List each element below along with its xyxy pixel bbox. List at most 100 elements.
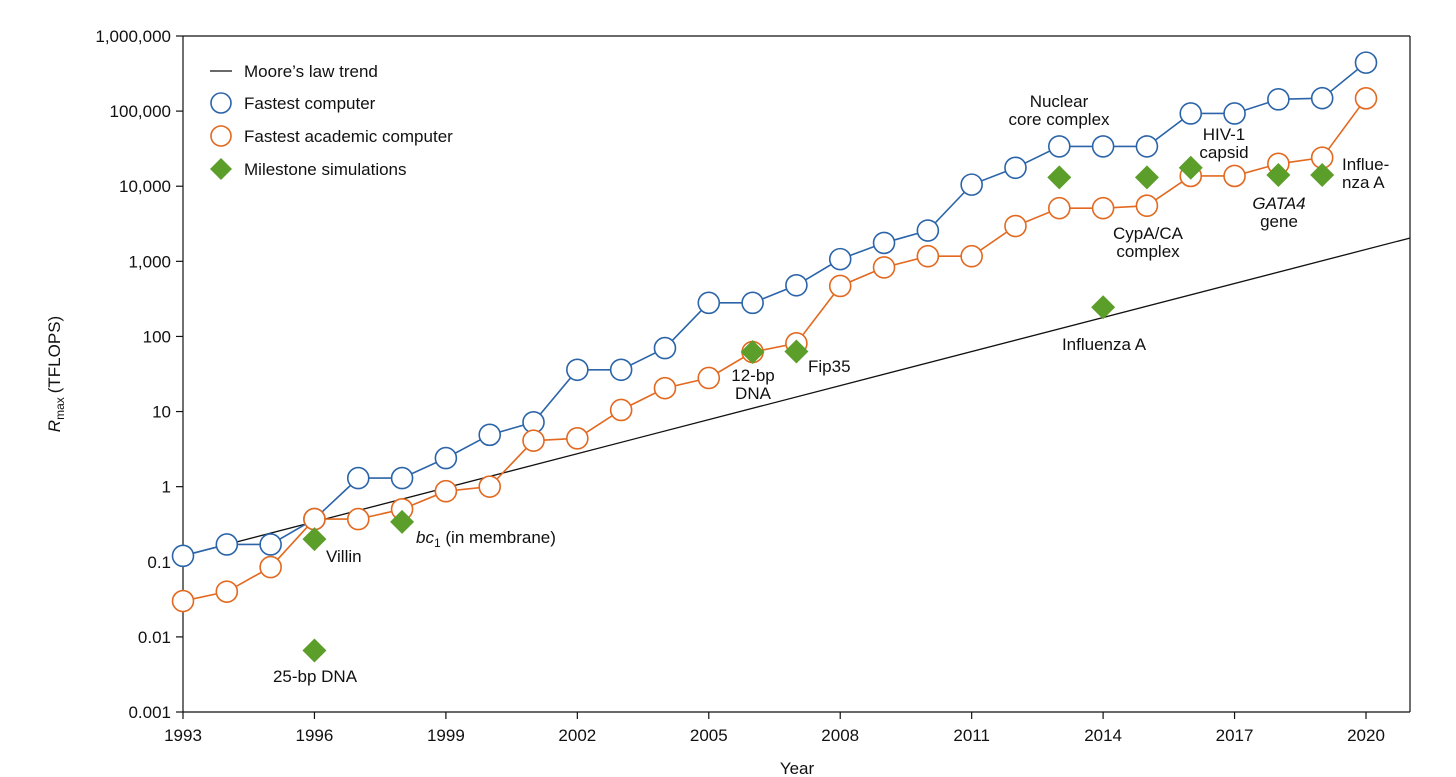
milestone-point [302, 527, 327, 552]
x-axis-title: Year [780, 759, 815, 777]
academic-line [182, 97, 1367, 602]
y-tick-label: 1,000 [128, 252, 171, 271]
legend-trend-label: Moore’s law trend [244, 62, 378, 81]
milestone-point [1047, 165, 1072, 190]
x-tick-label: 2011 [953, 726, 990, 745]
annotation-text: (in membrane) [441, 528, 556, 547]
fastest-point [171, 544, 195, 568]
annotation-label: GATA4 [1252, 194, 1305, 213]
academic-point [828, 274, 852, 298]
annotation-label: CypA/CA [1113, 224, 1184, 243]
academic-point [609, 398, 633, 422]
legend-fastest-swatch [210, 92, 232, 114]
series-milestone-simulations [302, 155, 1335, 663]
fastest-point [960, 173, 983, 196]
academic-point [1135, 194, 1159, 218]
y-tick-label: 100 [143, 327, 171, 346]
annotation-label: core complex [1008, 110, 1110, 129]
academic-point [434, 479, 458, 503]
fastest-point [390, 466, 414, 490]
fastest-point [1179, 102, 1203, 125]
fastest-point [1223, 102, 1246, 125]
academic-point [1091, 196, 1115, 220]
fastest-point [916, 219, 940, 242]
y-axis-title-subscript: max [53, 397, 67, 420]
y-tick-label: 1,000,000 [95, 27, 171, 46]
academic-point [522, 429, 545, 452]
annotation-label: Villin [326, 547, 362, 566]
y-tick-label: 10,000 [119, 177, 171, 196]
academic-point [215, 580, 239, 603]
annotation-label: Influenza A [1062, 335, 1147, 354]
academic-point [171, 589, 195, 613]
fastest-point [1135, 135, 1159, 158]
academic-point [960, 244, 983, 268]
academic-point [697, 366, 721, 390]
y-tick-label: 100,000 [110, 102, 171, 121]
fastest-point [653, 336, 677, 360]
fastest-point [259, 533, 282, 556]
annotation-label: Fip35 [808, 357, 851, 376]
fastest-line [182, 62, 1367, 557]
legend-milestone-label: Milestone simulations [244, 160, 407, 179]
annotation-label: HIV-1 [1203, 125, 1246, 144]
fastest-point [478, 423, 502, 447]
y-tick-label: 10 [152, 403, 171, 422]
annotations: Villin 25-bp DNA bc1 (in membrane) 12-bpDNA… [273, 92, 1389, 686]
fastest-point [434, 446, 458, 470]
annotation-italic: bc [416, 528, 434, 547]
legend-academic-label: Fastest academic computer [244, 127, 453, 146]
annotation-label: Influe- [1342, 155, 1389, 174]
legend-academic-swatch [210, 125, 232, 147]
axes: 0.001 0.01 0.1 1 10 100 1,000 10,000 100,000 1,00… [95, 27, 1411, 745]
academic-point [1223, 164, 1246, 188]
academic-point [1354, 87, 1378, 110]
academic-point [566, 427, 589, 450]
y-axis-title-unit: (TFLOPS) [45, 316, 64, 393]
milestone-point [302, 638, 327, 663]
x-tick-label: 2008 [821, 726, 859, 745]
x-tick-label: 2020 [1347, 726, 1385, 745]
milestone-point [1310, 163, 1335, 188]
fastest-point [828, 247, 852, 271]
legend-milestone-swatch [210, 158, 232, 180]
x-tick-label: 2017 [1216, 726, 1254, 745]
annotation-label: complex [1116, 242, 1180, 261]
fastest-point [741, 291, 764, 315]
academic-point [259, 555, 282, 579]
fastest-point [215, 533, 239, 556]
fastest-point [1091, 135, 1115, 158]
fastest-point [346, 466, 370, 490]
fastest-point [609, 358, 633, 382]
fastest-point [872, 231, 896, 255]
milestone-point [390, 509, 415, 534]
y-tick-label: 0.1 [147, 553, 171, 572]
academic-point [1047, 196, 1071, 220]
x-tick-label: 2002 [558, 726, 596, 745]
legend-fastest-label: Fastest computer [244, 94, 376, 113]
fastest-point [1310, 86, 1334, 110]
milestone-point [784, 339, 809, 364]
y-axis-title-symbol: R [45, 420, 64, 432]
x-tick-label: 1993 [164, 726, 202, 745]
annotation-label: DNA [735, 384, 772, 403]
annotation-label: bc1 (in membrane) [416, 528, 556, 550]
academic-point [916, 244, 940, 268]
x-tick-label: 1999 [427, 726, 465, 745]
fastest-point [1004, 156, 1027, 180]
y-axis-title: Rmax (TFLOPS) [45, 316, 67, 432]
academic-point [478, 475, 502, 498]
x-tick-label: 2005 [690, 726, 728, 745]
series-fastest-computer [171, 51, 1378, 568]
x-tick-label: 2014 [1084, 726, 1122, 745]
milestone-point [1266, 163, 1291, 188]
fastest-point [697, 291, 721, 315]
academic-point [1004, 214, 1027, 238]
annotation-label: 25-bp DNA [273, 667, 358, 686]
annotation-label: Nuclear [1030, 92, 1089, 111]
annotation-label: 12-bp [731, 366, 774, 385]
fastest-point [1267, 88, 1290, 111]
annotation-label: capsid [1199, 143, 1248, 162]
y-tick-label: 1 [162, 478, 171, 497]
